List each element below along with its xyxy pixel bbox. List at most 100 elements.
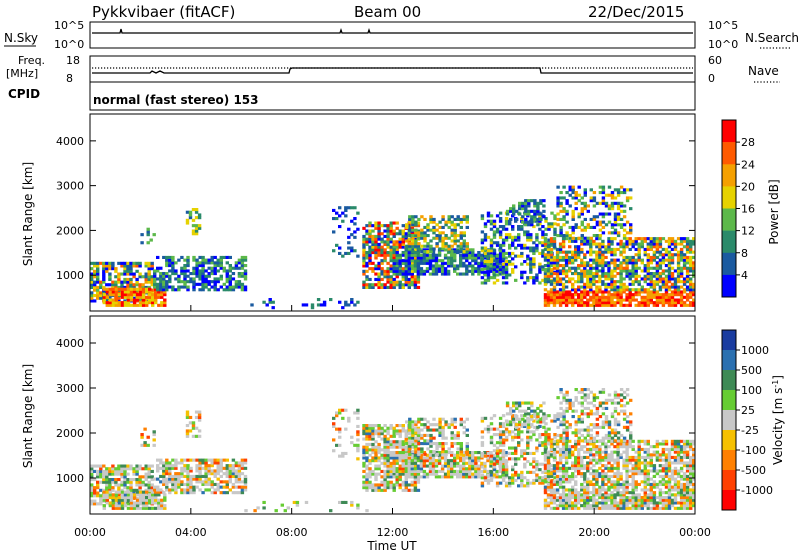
data-cell <box>423 231 426 234</box>
data-cell <box>347 241 350 244</box>
data-cell <box>529 471 532 474</box>
data-cell <box>405 456 408 459</box>
data-cell <box>365 240 368 243</box>
data-cell <box>512 410 515 413</box>
data-cell <box>159 480 162 483</box>
data-cell <box>201 277 204 280</box>
data-cell <box>620 191 623 194</box>
data-cell <box>344 209 347 212</box>
data-cell <box>625 304 628 307</box>
data-cell <box>487 220 490 223</box>
data-cell <box>553 214 556 217</box>
data-cell <box>517 433 520 436</box>
data-cell <box>136 507 139 510</box>
data-cell <box>165 472 168 475</box>
data-cell <box>432 418 435 421</box>
data-cell <box>584 229 587 232</box>
data-cell <box>121 496 124 499</box>
data-cell <box>402 224 405 227</box>
data-cell <box>426 226 429 229</box>
data-cell <box>583 496 586 499</box>
data-cell <box>238 259 241 262</box>
data-cell <box>411 259 414 262</box>
data-cell <box>174 464 177 467</box>
data-cell <box>659 299 662 302</box>
data-cell <box>420 470 423 473</box>
data-cell <box>371 246 374 249</box>
data-cell <box>374 227 377 230</box>
data-cell <box>174 269 177 272</box>
data-cell <box>520 438 523 441</box>
data-cell <box>217 459 220 462</box>
freq-left-bottom: 8 <box>66 72 73 85</box>
data-cell <box>638 259 641 262</box>
data-cell <box>417 218 420 221</box>
data-cell <box>121 491 124 494</box>
data-cell <box>544 499 547 502</box>
data-cell <box>402 235 405 238</box>
data-cell <box>195 211 198 214</box>
data-cell <box>220 259 223 262</box>
data-cell <box>396 483 399 486</box>
data-cell <box>417 489 420 492</box>
data-cell <box>532 471 535 474</box>
data-cell <box>447 270 450 273</box>
data-cell <box>371 429 374 432</box>
data-cell <box>515 415 518 418</box>
data-cell <box>214 288 217 291</box>
data-cell <box>536 218 539 221</box>
data-cell <box>429 473 432 476</box>
data-cell <box>160 293 163 296</box>
data-cell <box>447 475 450 478</box>
data-cell <box>192 424 195 427</box>
data-cell <box>123 281 126 284</box>
data-cell <box>532 260 535 263</box>
data-cell <box>365 448 368 451</box>
data-cell <box>565 299 568 302</box>
data-cell <box>444 453 447 456</box>
data-cell <box>471 273 474 276</box>
data-cell <box>244 256 247 259</box>
data-cell <box>448 423 451 426</box>
data-cell <box>506 420 509 423</box>
data-cell <box>480 262 483 265</box>
data-cell <box>429 467 432 470</box>
data-cell <box>487 249 490 252</box>
data-cell <box>457 223 460 226</box>
data-cell <box>659 243 662 246</box>
data-cell <box>480 462 483 465</box>
data-cell <box>153 433 156 436</box>
data-cell <box>644 264 647 267</box>
data-cell <box>390 227 393 230</box>
data-cell <box>571 507 574 510</box>
data-cell <box>550 222 553 225</box>
data-cell <box>538 265 541 268</box>
data-cell <box>538 241 541 244</box>
data-cell <box>386 438 389 441</box>
data-cell <box>399 429 402 432</box>
data-cell <box>613 259 616 262</box>
data-cell <box>420 467 423 470</box>
data-cell <box>396 462 399 465</box>
data-cell <box>604 264 607 267</box>
data-cell <box>571 261 574 264</box>
data-cell <box>390 281 393 284</box>
data-cell <box>524 210 527 213</box>
data-cell <box>393 235 396 238</box>
data-cell <box>659 264 662 267</box>
data-cell <box>117 473 120 476</box>
data-cell <box>368 254 371 257</box>
data-cell <box>168 475 171 478</box>
data-cell <box>183 283 186 286</box>
data-cell <box>108 262 111 265</box>
data-cell <box>124 304 127 307</box>
data-cell <box>344 428 347 431</box>
data-cell <box>396 475 399 478</box>
data-cell <box>653 304 656 307</box>
data-cell <box>405 247 408 250</box>
data-cell <box>647 253 650 256</box>
data-cell <box>432 459 435 462</box>
data-cell <box>405 254 408 257</box>
data-cell <box>423 453 426 456</box>
data-cell <box>148 275 151 278</box>
